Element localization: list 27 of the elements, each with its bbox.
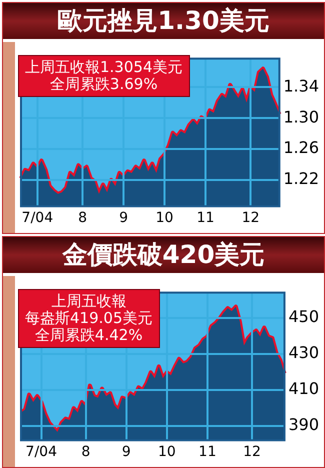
x-tick-label: 10: [156, 210, 174, 226]
y-tick-label: 390: [288, 414, 320, 434]
x-tick-label: 11: [198, 444, 216, 460]
x-tick-label: 11: [196, 210, 214, 226]
x-tick-label: 7/04: [26, 444, 58, 460]
x-tick-label: 12: [242, 210, 260, 226]
chart-title: 歐元挫見1.30美元: [3, 3, 324, 42]
x-tick-label: 9: [119, 210, 128, 226]
y-tick-label: 1.26: [283, 138, 319, 158]
annotation: 每盎斯419.05美元: [25, 309, 152, 327]
x-tick-label: 7/04: [22, 210, 54, 226]
x-tick-label: 9: [122, 444, 131, 460]
annotation: 上周五收報: [50, 292, 128, 310]
x-tick-label: 10: [158, 444, 176, 460]
annotation: 上周五收報1.3054美元: [25, 58, 182, 76]
y-tick-label: 1.30: [283, 107, 319, 126]
annotation: 全周累跌4.42%: [34, 326, 144, 344]
x-tick-label: 12: [243, 444, 261, 460]
chart-title: 金價跌破420美元: [3, 237, 324, 276]
y-tick-label: 1.34: [283, 76, 319, 96]
y-tick-label: 1.22: [283, 169, 319, 188]
y-tick-label: 450: [288, 306, 320, 326]
y-tick-label: 410: [288, 378, 320, 398]
x-tick-label: 8: [81, 444, 90, 460]
y-tick-label: 430: [288, 342, 320, 362]
annotation: 全周累跌3.69%: [48, 75, 159, 93]
x-tick-label: 8: [78, 210, 87, 226]
